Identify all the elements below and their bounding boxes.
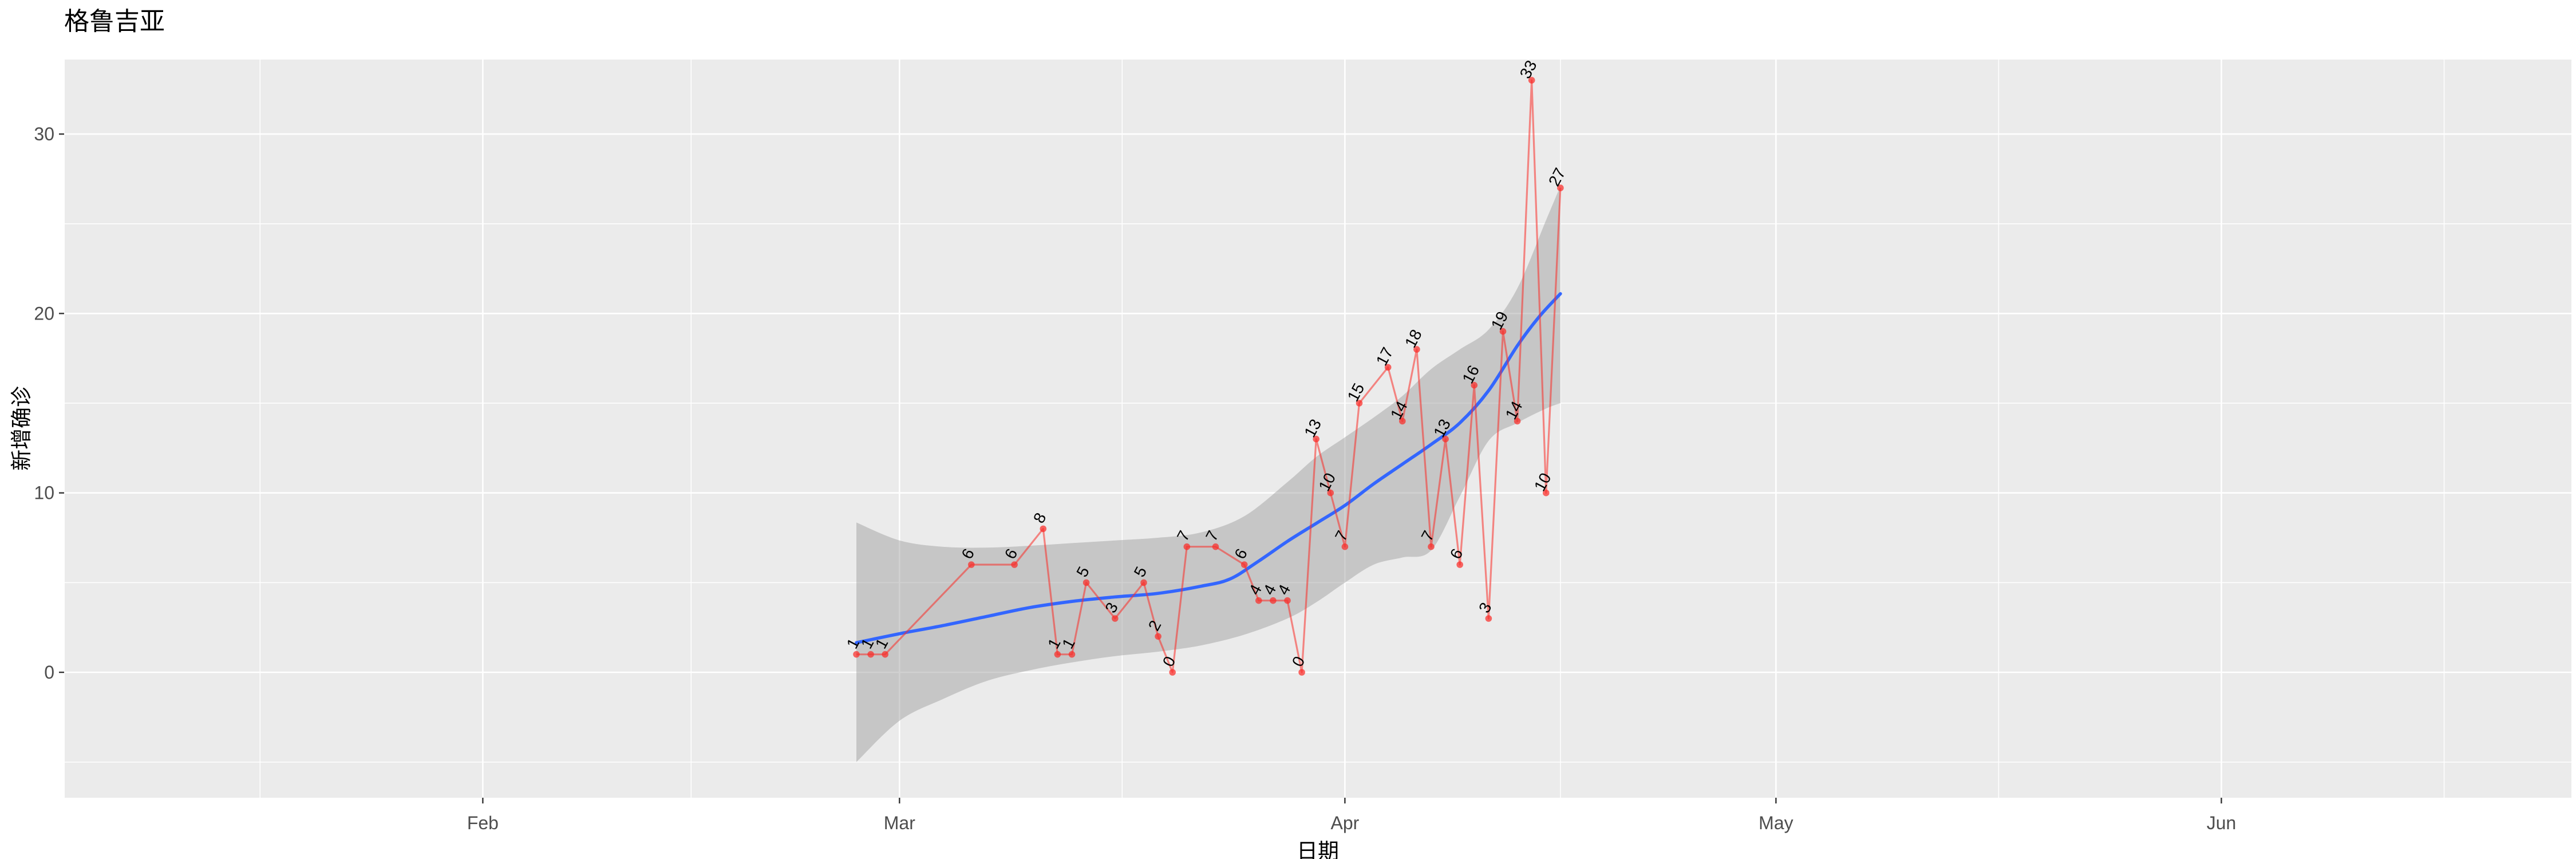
data-point — [1298, 669, 1305, 676]
data-point — [1327, 489, 1334, 497]
x-tick-label: Apr — [1331, 813, 1360, 833]
data-point — [1155, 633, 1161, 640]
x-tick-label: Mar — [884, 813, 915, 833]
y-tick-label: 0 — [44, 662, 54, 683]
data-point — [1514, 417, 1521, 425]
data-point — [1485, 615, 1492, 622]
data-point — [1384, 364, 1392, 371]
data-point — [882, 651, 888, 658]
data-point — [1255, 597, 1262, 604]
data-point — [1040, 525, 1047, 533]
data-point — [1284, 597, 1291, 604]
x-tick-label: Feb — [467, 813, 499, 833]
chart-title: 格鲁吉亚 — [64, 7, 165, 36]
data-point — [1183, 543, 1191, 550]
data-point — [1240, 561, 1248, 568]
data-point — [1341, 543, 1349, 550]
data-point — [1112, 615, 1119, 622]
data-point — [1011, 561, 1018, 568]
x-axis-title: 日期 — [1297, 840, 1339, 859]
data-point — [1270, 597, 1277, 604]
data-point — [1442, 435, 1449, 443]
confidence-ribbon — [856, 186, 1560, 762]
y-tick-label: 10 — [34, 483, 54, 503]
data-point — [1140, 579, 1147, 586]
data-point — [1082, 579, 1090, 586]
y-axis-title: 新增确诊 — [10, 386, 33, 471]
data-point — [1543, 489, 1550, 497]
data-point — [1499, 328, 1507, 335]
y-tick-label: 20 — [34, 303, 54, 324]
data-point — [853, 651, 860, 658]
data-point — [1169, 669, 1176, 676]
data-point — [1068, 651, 1076, 658]
data-point — [1399, 417, 1406, 425]
data-point — [1413, 346, 1420, 353]
data-point — [1054, 651, 1061, 658]
data-point — [867, 651, 874, 658]
data-point — [1212, 543, 1219, 550]
x-tick-label: May — [1759, 813, 1793, 833]
data-point — [1471, 381, 1478, 389]
data-point — [1356, 400, 1363, 407]
y-tick-label: 30 — [34, 124, 54, 144]
data-point — [1313, 435, 1319, 443]
x-tick-label: Jun — [2207, 813, 2237, 833]
data-point — [968, 561, 975, 568]
data-point — [1456, 561, 1463, 568]
data-point — [1528, 77, 1535, 84]
data-point — [1557, 184, 1564, 191]
data-point — [1428, 543, 1435, 550]
